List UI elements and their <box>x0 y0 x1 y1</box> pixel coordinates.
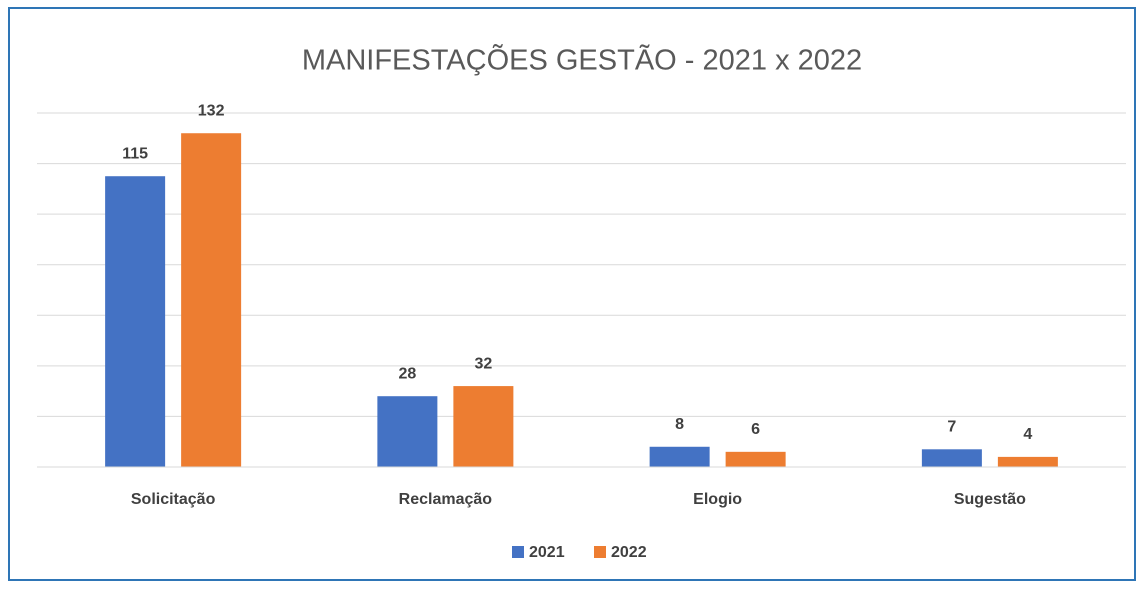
bar <box>453 386 514 467</box>
bar <box>725 451 786 467</box>
legend-swatch <box>512 546 524 558</box>
bar <box>649 446 710 467</box>
x-tick-label: Sugestão <box>954 491 1026 508</box>
data-label: 8 <box>675 416 684 433</box>
bar <box>921 449 982 467</box>
legend-label: 2022 <box>611 544 647 561</box>
legend-label: 2021 <box>529 544 565 561</box>
data-label: 7 <box>947 419 956 436</box>
chart-title: MANIFESTAÇÕES GESTÃO - 2021 x 2022 <box>302 43 862 77</box>
data-label: 28 <box>398 365 416 382</box>
bar <box>181 133 242 467</box>
data-label: 32 <box>474 355 492 372</box>
data-label: 4 <box>1023 426 1032 443</box>
x-tick-label: Reclamação <box>399 491 493 508</box>
x-tick-label: Solicitação <box>131 491 216 508</box>
bar <box>997 456 1058 467</box>
bar <box>105 176 166 467</box>
data-label: 6 <box>751 421 760 438</box>
legend-swatch <box>594 546 606 558</box>
bar <box>377 396 438 467</box>
data-label: 132 <box>198 102 225 119</box>
x-tick-label: Elogio <box>693 491 742 508</box>
data-label: 115 <box>122 145 148 162</box>
